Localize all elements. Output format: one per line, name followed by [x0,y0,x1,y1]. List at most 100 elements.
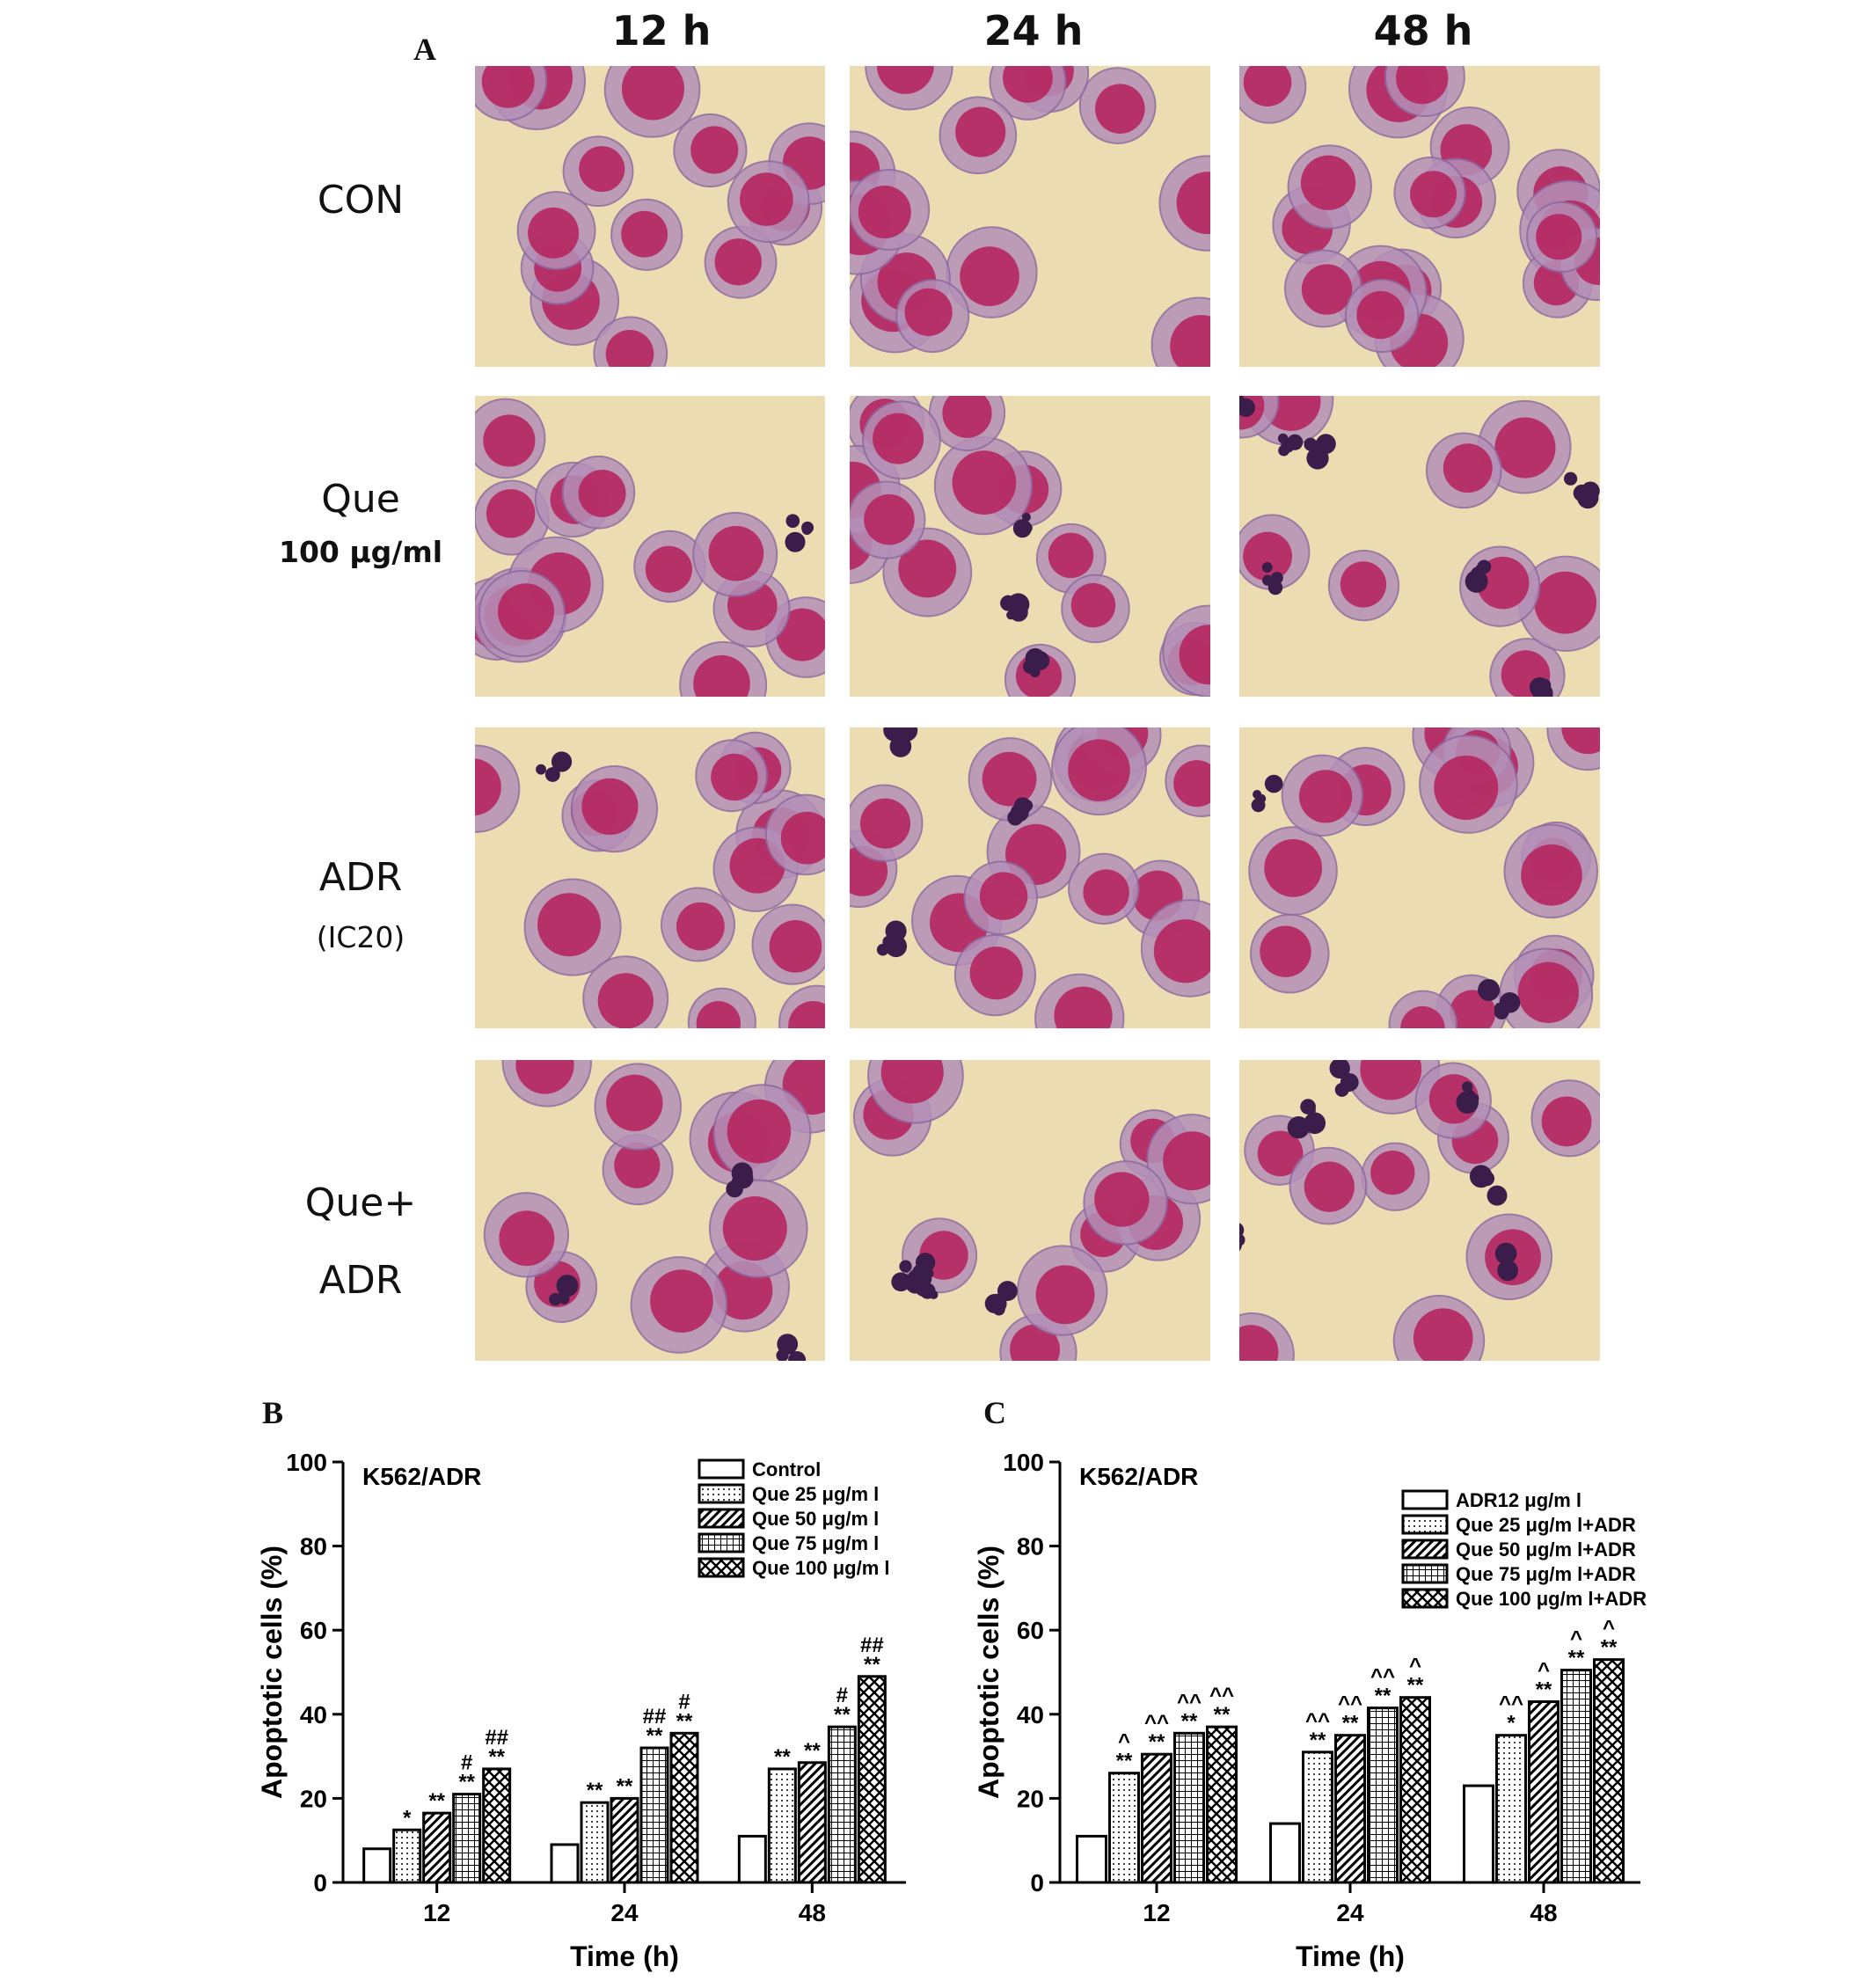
legend-label: Que 75 μg/m l [752,1532,879,1554]
legend-swatch [699,1460,743,1478]
significance-label: ** [804,1739,821,1763]
micrograph-r1-c2 [850,66,1210,367]
significance-label: ** [1149,1730,1165,1754]
cell-line-label: K562/ADR [362,1463,481,1490]
x-tick-label: 24 [610,1899,639,1926]
bar-4-48 [1562,1670,1591,1882]
bar-1-24 [552,1845,578,1882]
micrograph-r4-c2 [850,1060,1210,1361]
legend-label: Que 50 μg/m l+ADR [1456,1539,1636,1560]
x-tick-label: 12 [1143,1899,1170,1926]
y-tick-label: 20 [300,1785,327,1812]
significance-label: ** [428,1789,445,1813]
legend-label: ADR12 μg/m l [1456,1489,1581,1511]
bar-3-48 [1530,1701,1559,1882]
row-label-main: ADR [319,855,403,900]
significance-label: * [403,1806,412,1830]
row-label-que-adr: Que+ ADR [246,1183,475,1301]
y-tick-label: 40 [300,1701,327,1729]
x-axis-title: Time (h) [570,1940,679,1972]
column-header-12h: 12 h [486,7,837,55]
legend-swatch [699,1509,743,1527]
bar-4-48 [829,1727,855,1882]
significance-label: ** [617,1774,633,1798]
x-axis-title: Time (h) [1296,1940,1405,1972]
significance-label: ** [1214,1703,1231,1727]
legend-swatch [1403,1516,1447,1533]
significance-label: ** [864,1653,880,1677]
significance-label: ** [587,1779,603,1802]
significance-label: ** [1407,1674,1424,1698]
significance-label: ** [1375,1685,1392,1708]
significance-label: ** [458,1771,475,1794]
legend-label: Que 100 μg/m l [752,1557,890,1579]
y-tick-label: 60 [1017,1617,1044,1644]
legend-swatch [1403,1590,1447,1607]
legend-swatch [699,1559,743,1576]
x-tick-label: 48 [1530,1899,1557,1926]
bar-2-12 [1110,1773,1139,1882]
bar-2-48 [769,1769,795,1882]
row-label-sub: (IC20) [246,923,475,954]
significance-label: ** [1310,1729,1326,1752]
bar-1-24 [1271,1824,1300,1882]
legend-swatch [1403,1565,1447,1582]
significance-label: ** [1181,1709,1198,1733]
panel-a-letter: A [413,31,436,68]
micrograph-r2-c3 [1239,396,1600,697]
micrograph-r1-c1 [475,66,825,367]
y-tick-label: 20 [1017,1785,1044,1812]
bar-2-48 [1497,1736,1526,1882]
bar-2-24 [581,1802,608,1882]
row-label-sub: ADR [246,1261,475,1301]
micrograph-r1-c3 [1239,66,1600,367]
significance-label: ** [1116,1750,1133,1773]
bar-5-48 [858,1677,885,1882]
micrograph-r4-c1 [475,1060,825,1361]
y-tick-label: 60 [300,1617,327,1644]
row-label-main: Que+ [305,1180,416,1225]
bar-1-48 [1465,1786,1494,1882]
legend-label: Control [752,1458,821,1480]
significance-label: ** [1342,1712,1359,1736]
bar-1-12 [364,1849,391,1882]
significance-label: ** [1536,1677,1552,1701]
legend-label: Que 50 μg/m l [752,1508,879,1530]
bar-3-12 [1143,1754,1172,1882]
significance-label: ** [488,1745,505,1769]
bar-4-12 [454,1794,480,1882]
row-label-main: CON [318,178,404,223]
significance-label: ** [774,1745,791,1769]
bar-5-12 [484,1769,510,1882]
bar-3-24 [611,1798,638,1882]
x-tick-label: 12 [423,1899,450,1926]
significance-label: ** [1601,1636,1618,1660]
micrograph-r2-c2 [850,396,1210,697]
bar-5-24 [1401,1698,1430,1882]
legend-swatch [699,1534,743,1552]
y-tick-label: 40 [1017,1701,1044,1729]
legend-swatch [1403,1491,1447,1509]
row-label-con: CON [246,180,475,221]
significance-label: ** [834,1703,851,1727]
micrograph-r4-c3 [1239,1060,1600,1361]
bar-2-24 [1304,1752,1333,1882]
micrograph-r3-c3 [1239,727,1600,1028]
y-axis-title: Apoptotic cells (%) [256,1546,288,1799]
bar-5-24 [671,1733,698,1882]
y-tick-label: 100 [1003,1449,1044,1476]
legend-label: Que 75 μg/m l+ADR [1456,1563,1636,1585]
y-tick-label: 0 [1030,1869,1044,1897]
row-label-adr: ADR (IC20) [246,858,475,954]
row-label-sub: 100 μg/ml [246,537,475,568]
y-axis-title: Apoptotic cells (%) [973,1546,1004,1799]
significance-label: ** [676,1709,693,1733]
y-tick-label: 100 [286,1449,327,1476]
significance-label: * [1507,1712,1516,1736]
bar-1-12 [1077,1836,1107,1882]
significance-label: ** [1568,1647,1585,1670]
y-tick-label: 0 [313,1869,327,1897]
bar-4-24 [641,1748,668,1882]
